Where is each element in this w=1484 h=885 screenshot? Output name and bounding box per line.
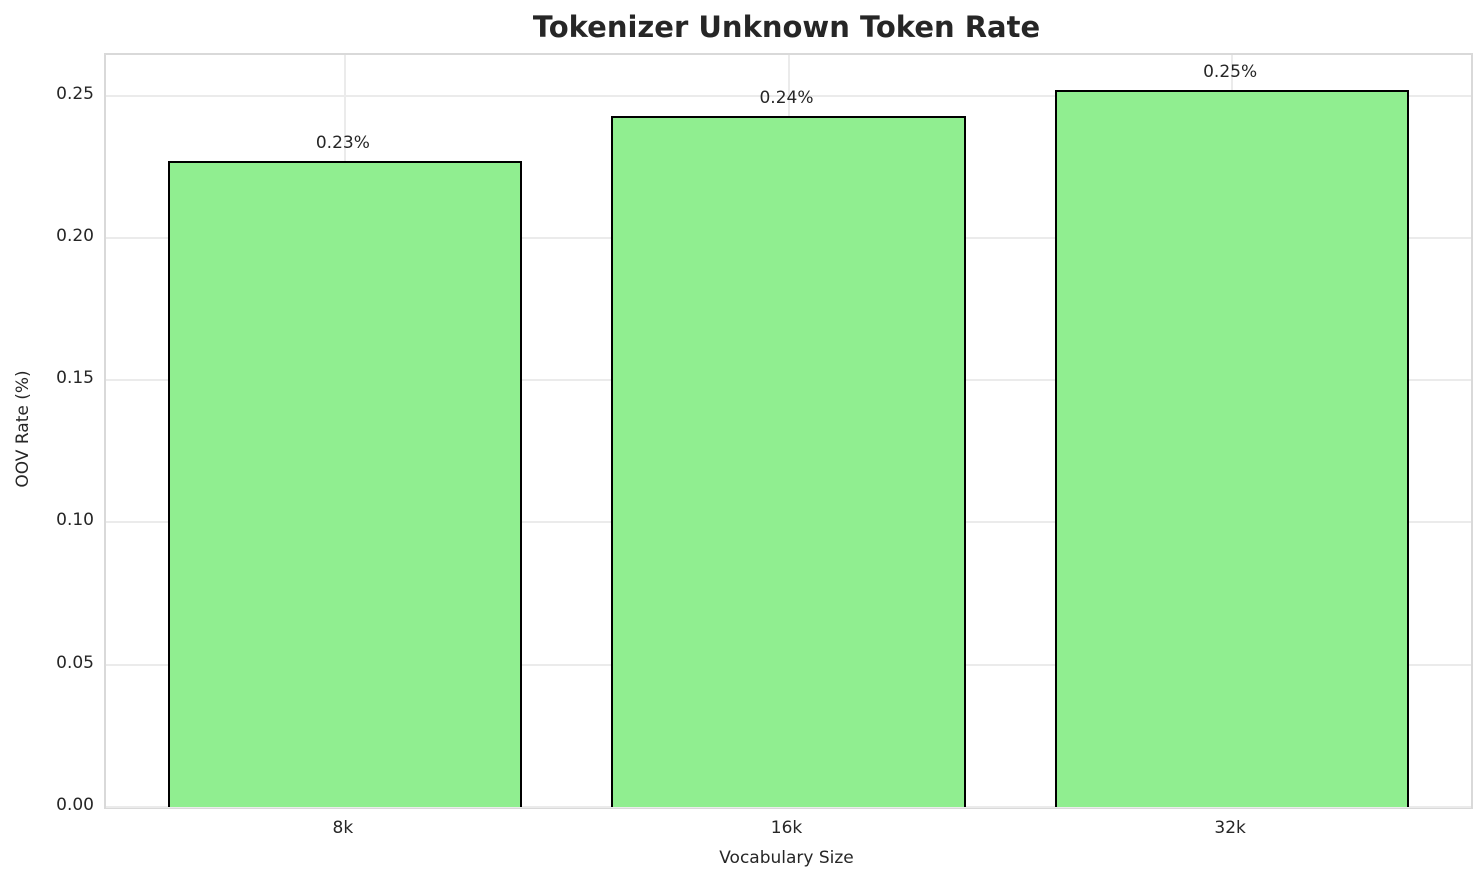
x-tick-label-16k: 16k (770, 818, 803, 838)
bar-16k (611, 115, 966, 807)
y-axis-label: OOV Rate (%) (13, 370, 33, 488)
bar-value-label: 0.24% (759, 87, 814, 108)
y-tick-label: 0.25 (56, 83, 94, 104)
bar-value-label: 0.23% (315, 133, 370, 154)
bar-32k (1055, 90, 1410, 807)
x-tick-label-32k: 32k (1214, 818, 1246, 838)
y-tick-label: 0.20 (56, 225, 94, 246)
bar-8k (167, 161, 522, 807)
y-tick-label: 0.10 (56, 510, 94, 531)
x-tick-label-8k: 8k (332, 818, 354, 838)
gridline-horizontal (106, 806, 1471, 808)
bar-value-label: 0.25% (1203, 61, 1258, 82)
y-tick-label: 0.00 (56, 795, 94, 815)
x-axis-label: Vocabulary Size (719, 848, 854, 868)
chart-title: Tokenizer Unknown Token Rate (532, 10, 1041, 44)
y-tick-label: 0.05 (56, 652, 94, 673)
y-tick-label: 0.15 (56, 368, 94, 389)
plot-area (104, 53, 1473, 809)
